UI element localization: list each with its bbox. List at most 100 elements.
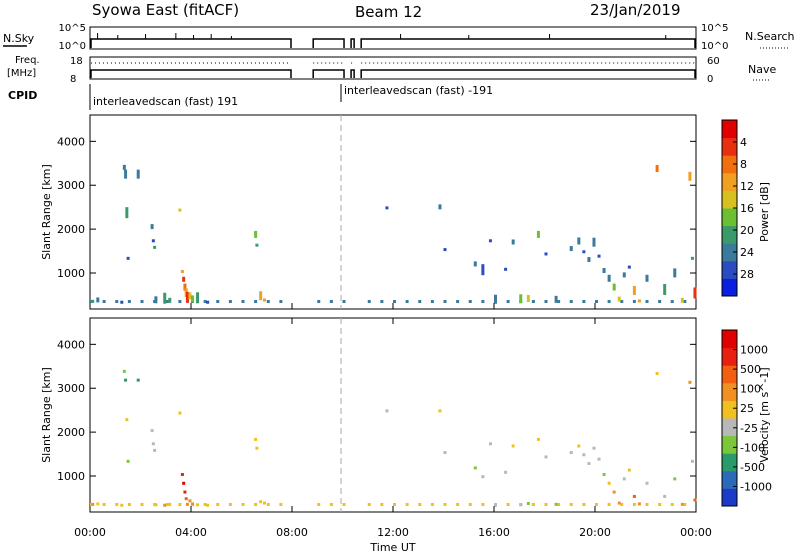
power-marks bbox=[90, 164, 697, 304]
event-mark bbox=[688, 171, 692, 181]
event-mark bbox=[150, 429, 154, 433]
event-mark bbox=[680, 502, 684, 506]
colorbar-tick-label: -25 bbox=[740, 422, 758, 435]
event-mark bbox=[91, 299, 95, 303]
cpid-segment-0: interleavedscan (fast) 191 bbox=[93, 95, 238, 108]
event-mark bbox=[582, 503, 586, 506]
y-tick-label: 3000 bbox=[57, 382, 85, 395]
event-mark bbox=[488, 442, 492, 446]
x-tick-label: 16:00 bbox=[478, 526, 510, 539]
event-mark bbox=[124, 378, 128, 382]
event-mark bbox=[125, 418, 129, 422]
event-mark bbox=[632, 503, 636, 506]
velocity-y-label: Slant Range [km] bbox=[40, 367, 53, 463]
event-mark bbox=[206, 300, 210, 304]
event-mark bbox=[184, 497, 188, 501]
event-mark bbox=[136, 378, 140, 382]
event-mark bbox=[203, 503, 207, 506]
event-mark bbox=[658, 300, 662, 303]
event-mark bbox=[536, 437, 540, 441]
event-mark bbox=[438, 409, 442, 413]
event-mark bbox=[168, 502, 172, 506]
cpid-segment-1: interleavedscan (fast) -191 bbox=[344, 84, 493, 97]
event-mark bbox=[206, 503, 210, 507]
event-mark bbox=[620, 300, 624, 303]
event-mark bbox=[582, 300, 586, 303]
x-axis-label: Time UT bbox=[369, 541, 415, 554]
event-mark bbox=[632, 494, 636, 498]
event-mark bbox=[367, 503, 371, 506]
event-mark bbox=[438, 204, 442, 210]
event-mark bbox=[191, 295, 194, 303]
event-mark bbox=[481, 300, 485, 303]
freq-trace bbox=[90, 62, 696, 78]
x-tick-label: 00:00 bbox=[74, 526, 106, 539]
event-mark bbox=[153, 448, 157, 452]
colorbar-swatch bbox=[722, 278, 737, 297]
event-mark bbox=[670, 503, 674, 506]
event-mark bbox=[385, 206, 389, 210]
event-mark bbox=[595, 300, 598, 303]
event-mark bbox=[115, 503, 119, 506]
event-mark bbox=[627, 468, 631, 472]
event-mark bbox=[587, 257, 591, 263]
nave-tick-bottom: 0 bbox=[707, 74, 713, 85]
event-mark bbox=[254, 503, 258, 506]
x-tick-label: 04:00 bbox=[175, 526, 207, 539]
event-mark bbox=[645, 274, 649, 282]
colorbar-tick-label: 16 bbox=[740, 202, 754, 215]
y-tick-label: 4000 bbox=[57, 135, 85, 148]
colorbar-swatch bbox=[722, 172, 737, 191]
event-mark bbox=[367, 300, 371, 303]
event-mark bbox=[658, 503, 662, 506]
colorbar-swatch bbox=[722, 347, 737, 366]
event-mark bbox=[228, 503, 232, 506]
colorbar-tick-label: 12 bbox=[740, 180, 754, 193]
event-mark bbox=[582, 250, 586, 254]
event-mark bbox=[380, 300, 384, 303]
beam-title: Beam 12 bbox=[355, 3, 422, 21]
nave-tick-top: 60 bbox=[707, 56, 720, 67]
y-tick-label: 2000 bbox=[57, 426, 85, 439]
event-mark bbox=[456, 300, 460, 303]
nsky-segment bbox=[360, 38, 696, 48]
event-mark bbox=[188, 292, 192, 300]
event-mark bbox=[96, 502, 100, 506]
nsky-tick-top: 10^5 bbox=[59, 23, 86, 34]
event-mark bbox=[180, 473, 184, 477]
event-mark bbox=[266, 300, 270, 303]
event-mark bbox=[262, 298, 266, 302]
event-mark bbox=[228, 300, 232, 303]
nsky-panel-frame bbox=[89, 26, 697, 50]
event-mark bbox=[115, 300, 119, 303]
event-mark bbox=[597, 254, 601, 258]
event-mark bbox=[645, 503, 649, 506]
event-mark bbox=[185, 502, 189, 506]
event-mark bbox=[632, 300, 636, 303]
nsky-segment bbox=[90, 38, 292, 48]
event-mark bbox=[385, 409, 389, 413]
event-mark bbox=[655, 372, 659, 376]
event-mark bbox=[645, 481, 649, 485]
event-mark bbox=[178, 300, 182, 303]
colorbar-tick-label: 28 bbox=[740, 268, 754, 281]
event-mark bbox=[683, 503, 687, 506]
event-mark bbox=[577, 237, 581, 245]
event-mark bbox=[481, 475, 485, 479]
event-mark bbox=[526, 501, 530, 505]
colorbar-tick-label: 500 bbox=[740, 363, 761, 376]
event-mark bbox=[255, 446, 259, 450]
event-mark bbox=[488, 239, 492, 243]
event-mark bbox=[163, 292, 167, 304]
colorbar-swatch bbox=[722, 453, 737, 472]
event-mark bbox=[557, 300, 561, 303]
event-mark bbox=[617, 501, 621, 505]
event-mark bbox=[393, 300, 396, 303]
event-mark bbox=[151, 239, 155, 243]
nsky-trace bbox=[90, 33, 696, 48]
event-mark bbox=[481, 503, 485, 506]
nsky-label: N.Sky bbox=[3, 32, 35, 45]
event-mark bbox=[607, 503, 611, 506]
station-title: Syowa East (fitACF) bbox=[92, 1, 239, 19]
colorbar-tick-label: -500 bbox=[740, 461, 765, 474]
